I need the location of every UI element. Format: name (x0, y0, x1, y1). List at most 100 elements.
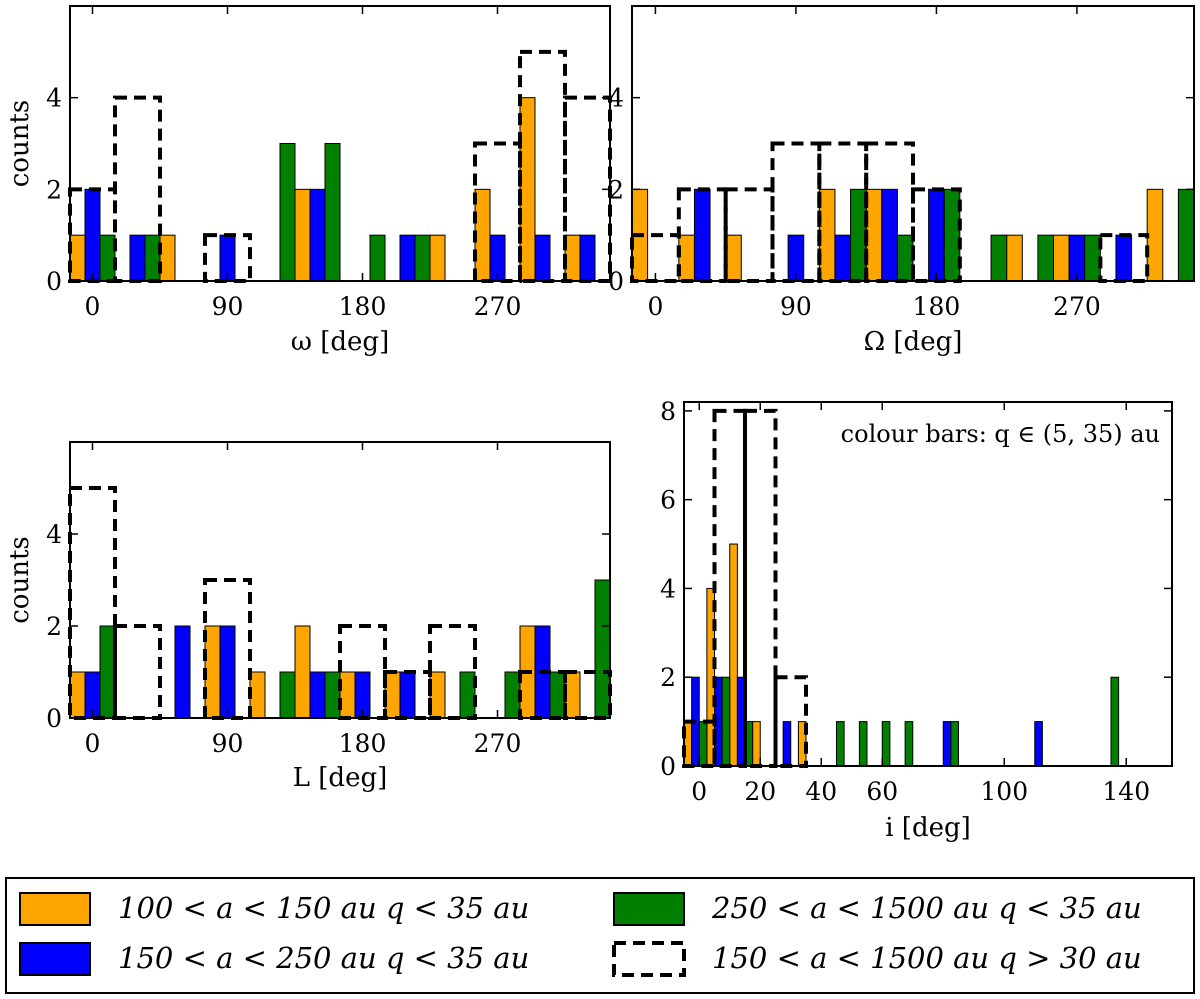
bar-blue (309, 188, 326, 282)
panel-inclination: 0 20 40 60 100 140 0 2 4 6 8 i [deg] colour bars: q … (660, 397, 1173, 843)
bar-green (881, 721, 891, 767)
legend-swatch-green (613, 892, 685, 926)
dashed-bar (473, 141, 522, 283)
axes-frame (631, 5, 1195, 282)
bar-orange (429, 671, 446, 719)
bar-green (990, 234, 1008, 282)
annotation: colour bars: q ∈ (5, 35) au (841, 420, 1160, 448)
y-tick-label: 4 (660, 574, 676, 603)
axes-frame (69, 5, 611, 282)
bar-green (850, 188, 867, 282)
bar-green (836, 721, 845, 767)
bar-orange (294, 625, 311, 719)
bar-green (369, 234, 386, 282)
bar-blue (84, 188, 101, 282)
y-tick-label: 8 (660, 397, 676, 426)
bar-green (950, 721, 959, 767)
x-tick-label: 90 (780, 292, 812, 321)
bar-blue (928, 188, 945, 282)
x-tick-label: 270 (1053, 292, 1101, 321)
y-tick-label: 2 (46, 175, 62, 204)
legend-label-green: 250 < a < 1500 au q < 35 au (711, 891, 1142, 925)
bar-orange (729, 543, 738, 767)
y-tick-label: 6 (660, 486, 676, 515)
dashed-bar (817, 141, 869, 283)
bar-blue (1034, 721, 1043, 767)
dashed-bar (203, 578, 252, 720)
y-axis-label: counts (5, 536, 35, 624)
x-tick-label: 0 (647, 292, 663, 321)
bar-orange (429, 234, 446, 282)
bar-orange (474, 188, 491, 282)
x-tick-label: 90 (212, 729, 244, 758)
bar-green (324, 143, 341, 282)
bar-green (698, 721, 708, 767)
x-tick-label: 40 (805, 777, 837, 806)
bar-green (504, 671, 521, 719)
x-tick-label: 180 (339, 729, 387, 758)
bar-green (414, 234, 431, 282)
x-tick-label: 90 (212, 292, 244, 321)
bar-blue (309, 671, 326, 719)
bar-orange (249, 671, 266, 719)
y-tick-label: 2 (608, 175, 624, 204)
bar-green (324, 671, 341, 719)
dashed-bar (113, 624, 162, 720)
bar-orange (1053, 234, 1070, 282)
bar-blue (219, 625, 236, 719)
legend-swatch-orange (19, 892, 91, 926)
dashed-bar (203, 233, 252, 284)
bar-green (721, 676, 731, 767)
bar-green (1177, 188, 1195, 282)
bar-orange (519, 97, 536, 282)
y-tick-label: 0 (608, 267, 624, 296)
bar-green (144, 234, 161, 282)
bar-green (858, 721, 868, 767)
bar-orange (678, 234, 695, 282)
bar-orange (69, 234, 86, 282)
y-tick-label: 0 (46, 267, 62, 296)
bar-orange (564, 234, 581, 282)
bar-green (904, 721, 914, 767)
x-axis-label: Ω [deg] (864, 327, 963, 357)
bar-orange (69, 671, 86, 719)
bar-blue (399, 671, 416, 719)
x-tick-label: 270 (474, 729, 522, 758)
dashed-bar (68, 486, 117, 720)
y-tick-label: 4 (46, 520, 62, 549)
legend-label-orange: 100 < a < 150 au q < 35 au (118, 891, 529, 925)
x-axis-label: L [deg] (293, 763, 388, 793)
bar-orange (725, 234, 742, 282)
bar-blue (174, 625, 191, 719)
y-tick-label: 4 (608, 84, 624, 113)
x-tick-label: 180 (339, 292, 387, 321)
y-axis-label: counts (5, 100, 35, 188)
axes-frame (683, 401, 1173, 767)
bar-blue (693, 188, 711, 282)
y-tick-label: 4 (46, 84, 62, 113)
bar-orange (1006, 234, 1023, 282)
bar-orange (1146, 188, 1164, 282)
x-tick-label: 0 (85, 729, 101, 758)
x-tick-label: 180 (913, 292, 961, 321)
bar-green (279, 143, 296, 282)
bar-green (549, 671, 566, 719)
x-tick-label: 270 (474, 292, 522, 321)
dashed-bar (743, 408, 778, 768)
bar-orange (159, 234, 176, 282)
bar-blue (129, 234, 146, 282)
legend-label-dashed: 150 < a < 1500 au q > 30 au (712, 941, 1142, 975)
bar-green (1110, 676, 1120, 767)
bar-orange (294, 188, 311, 282)
dashed-bar (383, 670, 432, 720)
y-tick-label: 0 (46, 704, 62, 733)
bar-green (1037, 234, 1055, 282)
bar-green (99, 625, 116, 719)
x-tick-label: 140 (1102, 777, 1150, 806)
x-axis-label: i [deg] (885, 813, 971, 843)
x-tick-label: 0 (691, 777, 707, 806)
bar-green (279, 671, 296, 719)
x-tick-label: 100 (980, 777, 1028, 806)
legend-swatch-dashed (612, 941, 686, 977)
